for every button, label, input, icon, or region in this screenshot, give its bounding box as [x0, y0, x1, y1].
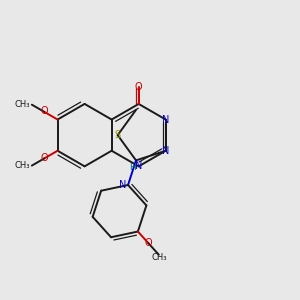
Text: N: N	[162, 115, 169, 124]
Text: O: O	[135, 82, 142, 92]
Text: O: O	[40, 106, 48, 116]
Text: O: O	[144, 238, 152, 248]
Text: CH₃: CH₃	[151, 253, 167, 262]
Text: N: N	[119, 180, 127, 190]
Text: N: N	[162, 146, 169, 156]
Text: S: S	[115, 130, 121, 140]
Text: CH₃: CH₃	[15, 100, 30, 109]
Text: O: O	[40, 153, 48, 163]
Text: H: H	[129, 163, 135, 172]
Text: CH₃: CH₃	[15, 161, 30, 170]
Text: N: N	[135, 161, 142, 171]
